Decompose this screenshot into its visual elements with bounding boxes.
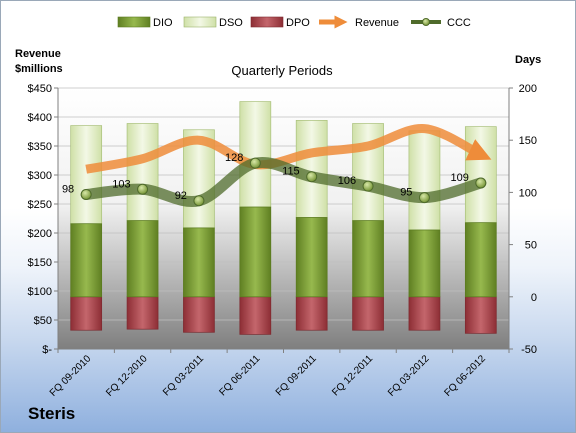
left-tick-label: $100 — [28, 286, 52, 298]
bar-dpo — [408, 296, 441, 331]
bar-dso — [70, 125, 103, 225]
legend-swatch-dso — [183, 16, 217, 28]
bar-dio — [239, 206, 272, 298]
bar-dpo — [183, 296, 215, 333]
left-tick-label: $450 — [28, 83, 52, 95]
ccc-data-label: 98 — [62, 183, 74, 195]
left-tick-label: $- — [42, 344, 52, 356]
ccc-point — [362, 180, 374, 192]
legend-label-dpo: DPO — [286, 17, 310, 29]
bar-dso — [126, 123, 159, 221]
company-name: Steris — [28, 404, 76, 423]
category-label: FQ 03-2012 — [386, 353, 432, 399]
legend-label-revenue: Revenue — [355, 17, 399, 29]
ccc-data-label: 109 — [450, 172, 468, 184]
ccc-point — [137, 183, 149, 195]
category-label: FQ 12-2010 — [104, 353, 150, 399]
legend-label-dio: DIO — [153, 17, 173, 29]
ccc-data-label: 128 — [225, 152, 243, 164]
ccc-point — [306, 171, 318, 183]
bar-dio — [352, 220, 384, 298]
bar-dpo — [464, 296, 497, 334]
ccc-data-label: 103 — [112, 178, 130, 190]
left-tick-label: $200 — [28, 228, 52, 240]
ccc-line — [80, 156, 487, 208]
legend: DIO DSO DPO Revenue CCC — [117, 15, 471, 29]
left-axis-title-line1: Revenue — [15, 48, 61, 60]
category-label: FQ 03-2011 — [161, 353, 206, 398]
bar-dpo — [295, 296, 328, 331]
bar-dio — [408, 229, 441, 298]
category-label: FQ 09-2011 — [274, 353, 319, 398]
right-tick-label: 200 — [519, 83, 537, 95]
bar-dio — [464, 222, 497, 298]
left-tick-label: $50 — [34, 315, 52, 327]
left-tick-label: $400 — [28, 112, 52, 124]
ccc-point — [418, 192, 430, 204]
ccc-point — [193, 195, 205, 207]
chart-title: Quarterly Periods — [231, 63, 333, 78]
ccc-data-label: 106 — [338, 175, 356, 187]
legend-swatch-dpo — [250, 16, 284, 28]
bar-dso — [239, 101, 272, 208]
left-tick-label: $150 — [28, 257, 52, 269]
ccc-data-label: 115 — [282, 166, 300, 178]
right-tick-label: -50 — [521, 344, 537, 356]
ccc-point — [80, 188, 92, 200]
left-tick-label: $300 — [28, 170, 52, 182]
bar-dio — [183, 227, 215, 298]
bar-dpo — [239, 296, 272, 335]
legend-label-dso: DSO — [219, 17, 243, 29]
bar-dio — [295, 217, 328, 298]
left-tick-label: $250 — [28, 199, 52, 211]
category-label: FQ 06-2012 — [442, 353, 488, 399]
right-tick-label: 0 — [531, 292, 537, 304]
category-label: FQ 06-2011 — [217, 353, 262, 398]
legend-marker-ccc — [422, 18, 430, 26]
ccc-data-label: 95 — [400, 187, 412, 199]
bar-dso — [464, 126, 497, 224]
right-tick-label: 150 — [519, 135, 537, 147]
bar-dpo — [352, 296, 384, 331]
bar-dpo — [126, 296, 159, 330]
bar-dio — [126, 220, 159, 298]
right-tick-label: 100 — [519, 187, 537, 199]
bar-dio — [70, 223, 103, 298]
left-tick-label: $350 — [28, 141, 52, 153]
plot-area — [58, 88, 509, 349]
right-axis-title: Days — [515, 54, 541, 66]
legend-label-ccc: CCC — [447, 17, 471, 29]
left-axis-title-line2: $millions — [15, 63, 63, 75]
category-label: FQ 12-2011 — [330, 353, 375, 398]
ccc-point — [475, 177, 487, 189]
category-label: FQ 09-2010 — [48, 353, 94, 399]
bar-dpo — [70, 296, 103, 331]
ccc-point — [249, 157, 261, 169]
right-tick-label: 50 — [525, 240, 537, 252]
ccc-data-label: 92 — [175, 190, 187, 202]
bars-layer — [70, 101, 497, 335]
legend-swatch-dio — [117, 16, 151, 28]
lines-layer — [80, 124, 492, 208]
bar-dso — [408, 130, 441, 231]
